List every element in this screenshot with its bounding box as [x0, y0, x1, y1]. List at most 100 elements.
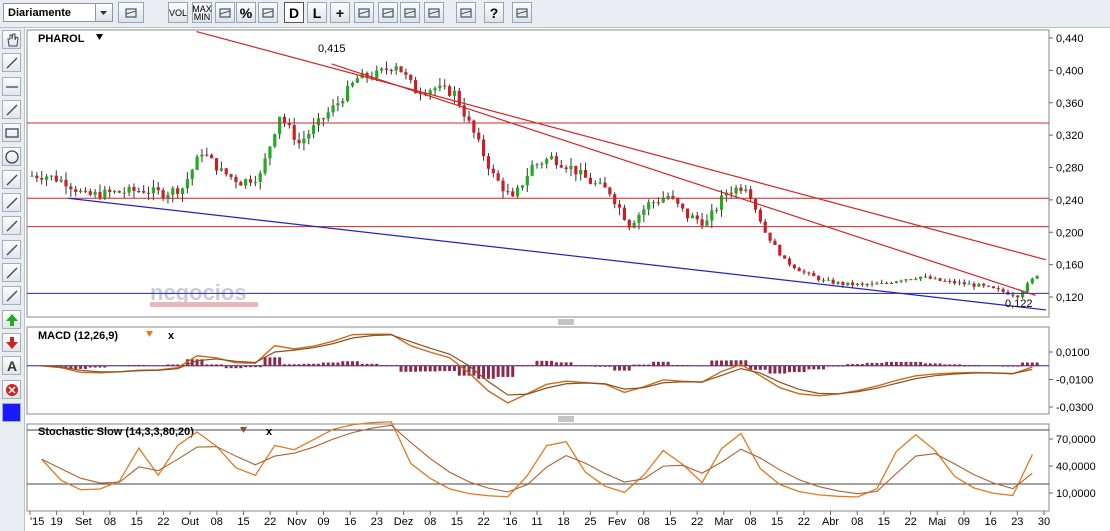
- maxmin-button[interactable]: MAX MIN: [192, 2, 212, 23]
- book-icon[interactable]: [512, 2, 532, 23]
- candle: [991, 286, 996, 289]
- candle: [549, 152, 554, 160]
- candle: [321, 117, 325, 127]
- candle-body: [190, 169, 194, 180]
- candle-body: [802, 271, 806, 273]
- daily-button[interactable]: D: [284, 2, 304, 23]
- candle: [336, 96, 340, 112]
- macd-histogram-bar: [142, 364, 146, 367]
- macd-histogram-bar: [574, 365, 578, 367]
- candle: [753, 198, 758, 213]
- candle: [108, 186, 112, 199]
- dollar-icon[interactable]: [2, 286, 21, 306]
- candle-body: [350, 82, 355, 86]
- circle-icon[interactable]: [2, 146, 21, 166]
- fan-icon[interactable]: [2, 169, 21, 189]
- period-select[interactable]: Diariamente: [3, 3, 113, 22]
- candle-body: [447, 86, 452, 96]
- candle: [438, 77, 442, 92]
- arc-icon[interactable]: [2, 239, 21, 259]
- candle: [491, 164, 495, 178]
- grid-icon[interactable]: [215, 2, 235, 23]
- macd-histogram-bar: [151, 365, 155, 367]
- macd-histogram-bar: [346, 361, 350, 367]
- candle: [885, 281, 889, 285]
- rectangle-icon[interactable]: [2, 123, 21, 143]
- candle-body: [30, 175, 34, 177]
- macd-histogram-bar: [919, 361, 923, 367]
- macd-histogram-bar: [923, 363, 927, 367]
- color-swatch-icon[interactable]: [2, 402, 21, 422]
- stoch-dropdown-icon[interactable]: [240, 427, 247, 433]
- buy-arrow-icon[interactable]: [2, 309, 21, 329]
- candle-body: [588, 177, 593, 184]
- candle: [802, 268, 806, 275]
- zoom-out-icon[interactable]: [424, 2, 444, 23]
- macd-dropdown-icon[interactable]: [146, 331, 153, 337]
- candle-body: [78, 190, 83, 192]
- chevron-down-icon[interactable]: [95, 4, 112, 21]
- parallel-lines-icon[interactable]: [2, 263, 21, 282]
- macd-histogram-bar: [933, 363, 937, 367]
- candle: [54, 170, 58, 183]
- macd-histogram-bar: [603, 365, 607, 367]
- trend-icon[interactable]: [378, 2, 398, 23]
- help-button[interactable]: ?: [484, 2, 504, 23]
- hline-icon[interactable]: [2, 76, 21, 96]
- macd-histogram-bar: [433, 365, 437, 372]
- candle-body: [904, 279, 908, 281]
- compare-icon[interactable]: [258, 2, 278, 23]
- candle-body: [661, 198, 665, 203]
- symbol-title: PHAROL: [38, 33, 85, 45]
- macd-histogram-bar: [1011, 365, 1015, 367]
- candle: [501, 177, 505, 199]
- candle: [685, 208, 690, 222]
- candle: [506, 183, 510, 195]
- fibonacci-icon[interactable]: [2, 193, 21, 213]
- price-tick-label: 0,160: [1056, 260, 1084, 272]
- symbol-dropdown-icon[interactable]: [96, 34, 103, 40]
- main-macd-splitter[interactable]: [558, 319, 574, 325]
- sell-arrow-icon[interactable]: [2, 332, 21, 352]
- candle: [880, 279, 884, 284]
- chart-type-candles-icon[interactable]: [118, 2, 144, 23]
- candle: [137, 187, 141, 194]
- candle: [44, 174, 49, 187]
- candle-body: [341, 101, 345, 104]
- macd-histogram-bar: [1025, 362, 1029, 367]
- macd-histogram-bar: [108, 365, 112, 367]
- percent-button[interactable]: %: [236, 2, 256, 23]
- candle-body: [443, 85, 447, 87]
- log-button[interactable]: L: [307, 2, 327, 23]
- text-icon[interactable]: A: [2, 356, 21, 376]
- line-icon[interactable]: [2, 53, 21, 73]
- macd-histogram-bar: [234, 365, 238, 369]
- main-panel: [26, 29, 1050, 318]
- fib-retracement-icon[interactable]: [2, 216, 21, 236]
- stoch-close-icon[interactable]: x: [266, 426, 273, 438]
- crosshair-icon[interactable]: +: [330, 2, 350, 23]
- macd-histogram-bar: [457, 365, 461, 376]
- macd-histogram-bar: [103, 365, 107, 368]
- zoom-in-icon[interactable]: [400, 2, 420, 23]
- candle-body: [977, 283, 981, 287]
- candle: [1025, 281, 1030, 294]
- candle-body: [472, 120, 476, 133]
- macd-stoch-splitter[interactable]: [558, 416, 574, 422]
- candle-body: [836, 282, 840, 284]
- crosshair-label-icon[interactable]: [354, 2, 374, 23]
- volume-button[interactable]: VOL: [168, 2, 188, 23]
- candle-body: [302, 138, 306, 144]
- channel-icon[interactable]: [2, 99, 21, 119]
- delete-icon[interactable]: [2, 379, 21, 399]
- macd-histogram-bar: [428, 365, 432, 372]
- macd-histogram-bar: [1021, 362, 1025, 367]
- print-icon[interactable]: [456, 2, 476, 23]
- hand-icon[interactable]: [2, 30, 21, 49]
- candle-body: [224, 168, 228, 175]
- macd-close-icon[interactable]: x: [168, 330, 175, 342]
- candle-body: [792, 264, 796, 269]
- candle: [719, 189, 724, 217]
- macd-histogram-bar: [987, 365, 991, 367]
